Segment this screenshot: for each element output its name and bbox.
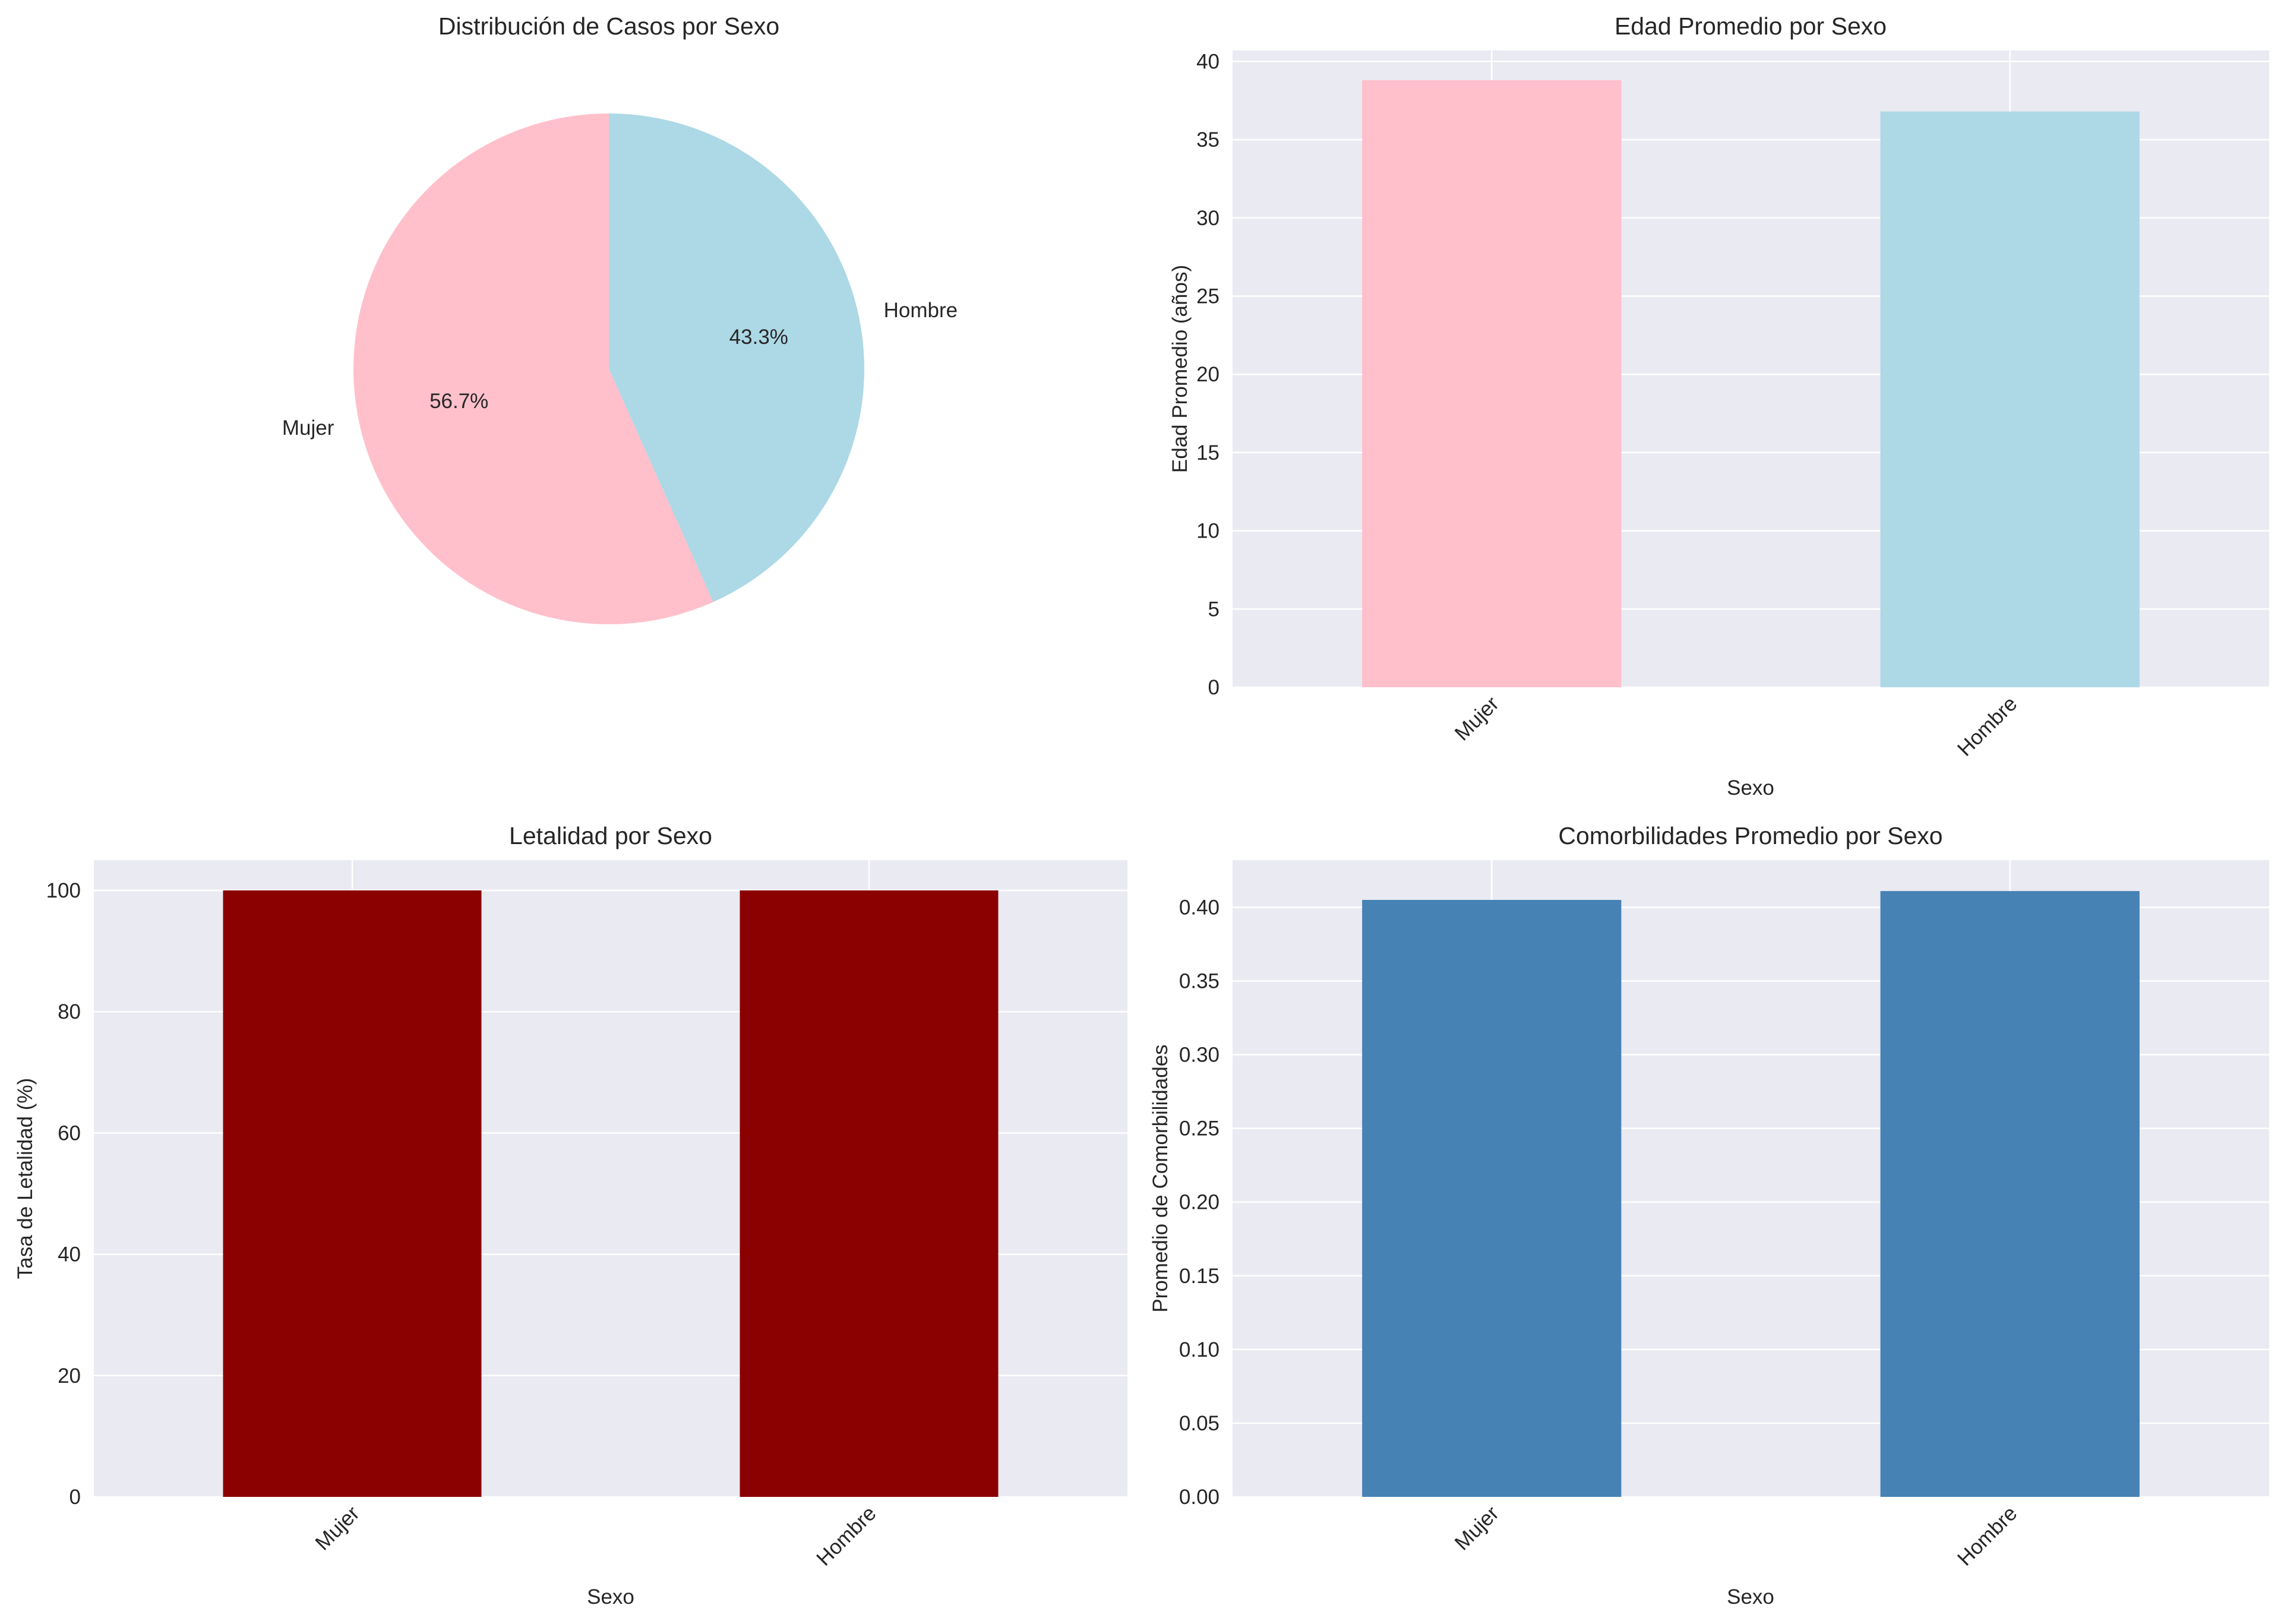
letalidad-bars xyxy=(223,890,999,1497)
pie-label-mujer: Mujer xyxy=(282,416,334,440)
edad-x-axis-label: Sexo xyxy=(1727,776,1774,800)
edad-bars xyxy=(1362,80,2140,687)
edad-y-tick-label: 0 xyxy=(1208,676,1220,699)
comorbilidades-y-tick-label: 0.40 xyxy=(1179,896,1220,919)
pie-chart-title: Distribución de Casos por Sexo xyxy=(438,12,779,40)
edad-y-tick-label: 30 xyxy=(1196,207,1220,230)
letalidad-y-tick-label: 100 xyxy=(46,879,81,902)
comorbilidades-bar-mujer xyxy=(1362,900,1622,1497)
edad-y-ticks: 0 5 10 15 20 25 30 35 40 xyxy=(1196,50,1220,699)
comorbilidades-y-tick-label: 0.20 xyxy=(1179,1191,1220,1214)
comorbilidades-panel: 0.000.050.100.150.200.250.300.350.40 Muj… xyxy=(1149,822,2269,1609)
comorbilidades-x-axis-label: Sexo xyxy=(1727,1585,1774,1609)
comorbilidades-y-tick-label: 0.30 xyxy=(1179,1044,1220,1067)
letalidad-x-axis-label: Sexo xyxy=(587,1585,634,1609)
letalidad-y-tick-label: 60 xyxy=(58,1121,81,1145)
edad-chart-title: Edad Promedio por Sexo xyxy=(1615,12,1887,40)
edad-y-tick-label: 40 xyxy=(1196,50,1220,73)
comorbilidades-bar-hombre xyxy=(1880,891,2140,1497)
edad-y-axis-label: Edad Promedio (años) xyxy=(1168,265,1192,473)
edad-y-tick-label: 5 xyxy=(1208,598,1220,621)
edad-y-tick-label: 15 xyxy=(1196,441,1220,465)
comorbilidades-y-tick-label: 0.25 xyxy=(1179,1117,1220,1140)
pie-label-hombre: Hombre xyxy=(884,299,958,322)
comorbilidades-y-ticks: 0.00 0.05 0.10 0.15 0.20 0.25 0.30 0.35 0.40 xyxy=(1179,896,1220,1509)
pie-slices xyxy=(353,113,865,624)
pie-chart-panel: Distribución de Casos por Sexo Mujer 56.7… xyxy=(282,12,958,624)
comorbilidades-y-tick-label: 0.35 xyxy=(1179,970,1220,993)
pie-value-label-hombre: 43.3% xyxy=(729,326,788,349)
comorbilidades-y-tick-label: 0.15 xyxy=(1179,1265,1220,1288)
comorbilidades-y-tick-label: 0.05 xyxy=(1179,1412,1220,1435)
pie-labels: Mujer 56.7% Hombre 43.3% xyxy=(282,299,958,440)
letalidad-y-tick-label: 0 xyxy=(69,1486,81,1509)
letalidad-y-tick-label: 40 xyxy=(58,1243,81,1266)
letalidad-chart-title: Letalidad por Sexo xyxy=(509,822,712,849)
edad-bar-mujer xyxy=(1362,80,1622,687)
letalidad-y-axis-label: Tasa de Letalidad (%) xyxy=(14,1078,37,1279)
comorbilidades-y-tick-label: 0.00 xyxy=(1179,1486,1220,1509)
comorbilidades-bars xyxy=(1362,891,2140,1497)
pie-slice-hombre xyxy=(609,113,865,602)
comorbilidades-y-tick-label: 0.10 xyxy=(1179,1338,1220,1361)
edad-y-tick-label: 25 xyxy=(1196,285,1220,308)
edad-y-tick-label: 35 xyxy=(1196,128,1220,151)
letalidad-y-ticks: 0 20 40 60 80 100 xyxy=(46,879,81,1509)
letalidad-bar-mujer xyxy=(223,890,482,1497)
edad-bar-hombre xyxy=(1880,111,2140,687)
letalidad-y-tick-label: 20 xyxy=(58,1364,81,1388)
pie-value-label-mujer: 56.7% xyxy=(429,390,488,413)
edad-y-tick-label: 20 xyxy=(1196,363,1220,386)
pie-slice-mujer xyxy=(353,113,713,624)
letalidad-bar-hombre xyxy=(740,890,999,1497)
comorbilidades-chart-title: Comorbilidades Promedio por Sexo xyxy=(1558,822,1942,849)
letalidad-y-tick-label: 80 xyxy=(58,1000,81,1023)
edad-y-tick-label: 10 xyxy=(1196,520,1220,543)
comorbilidades-y-axis-label: Promedio de Comorbilidades xyxy=(1149,1044,1172,1312)
